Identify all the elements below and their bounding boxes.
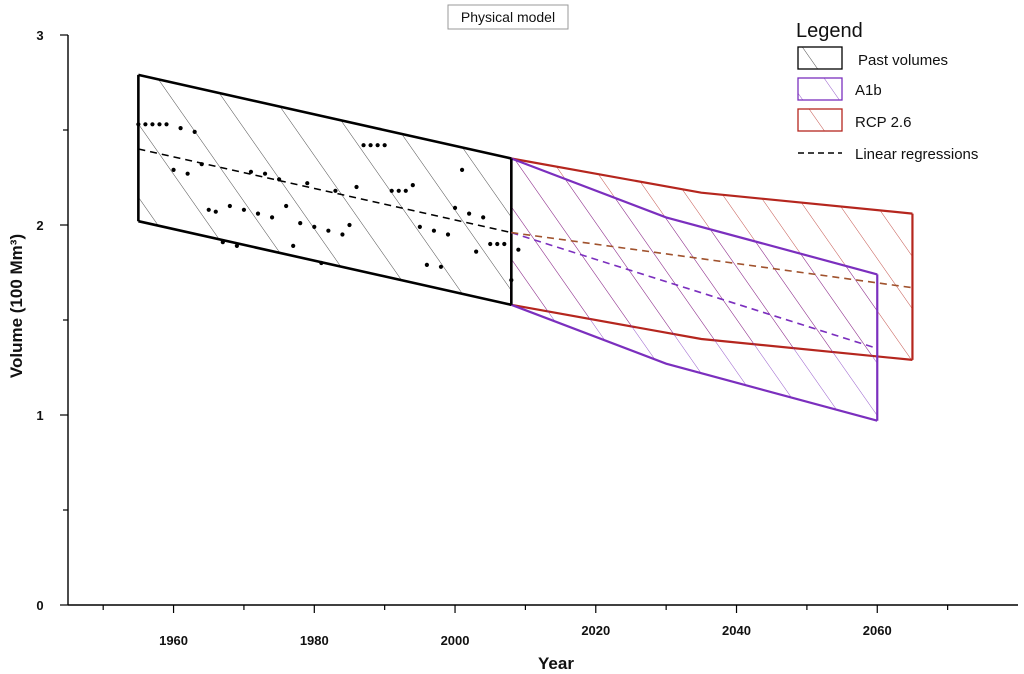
x-tick-label: 2060	[863, 623, 892, 638]
observation-point	[502, 241, 507, 247]
observation-point	[192, 129, 197, 134]
observation-point	[143, 122, 148, 127]
observation-point	[354, 184, 359, 190]
observation-point	[206, 207, 211, 212]
observation-point	[136, 122, 141, 127]
x-tick-label: 2000	[441, 633, 470, 648]
observation-point	[269, 215, 275, 220]
observation-point	[178, 126, 183, 131]
observation-point	[417, 224, 422, 229]
x-axis-title: Year	[538, 654, 574, 673]
band-upper-past-volumes	[138, 73, 512, 160]
legend-label-regression: Linear regressions	[855, 146, 978, 163]
band-fill-past-volumes	[138, 74, 512, 305]
observation-point	[277, 177, 282, 182]
observation-point	[234, 243, 239, 248]
observation-point	[220, 240, 225, 245]
observation-point	[361, 143, 366, 148]
observation-point	[248, 169, 254, 174]
regression-line-a1b	[511, 231, 878, 350]
legend-swatch-rcp	[797, 108, 843, 132]
regression-line-rcp-2-6	[511, 231, 913, 289]
observation-point	[474, 249, 479, 254]
observation-point	[164, 122, 169, 127]
observation-point	[340, 232, 345, 237]
legend: Legend Past volumes A1b RCP 2.6 Linear r…	[796, 20, 978, 163]
observation-point	[389, 188, 394, 193]
band-upper-a1b	[510, 157, 878, 276]
x-tick-label: 2020	[581, 623, 610, 638]
observation-point	[495, 241, 500, 247]
legend-label-a1b: A1b	[855, 82, 882, 99]
legend-title: Legend	[796, 20, 863, 42]
x-tick-label: 1960	[159, 633, 188, 648]
observation-point	[516, 247, 521, 252]
title-box	[447, 4, 569, 30]
observation-point	[262, 171, 268, 176]
observation-point	[375, 143, 380, 148]
observation-point	[213, 209, 218, 214]
observation-point	[424, 262, 429, 267]
observation-point	[438, 264, 444, 269]
observation-point	[488, 241, 493, 247]
observation-point	[368, 143, 373, 148]
observation-point	[481, 215, 486, 220]
observation-point	[326, 228, 331, 233]
observation-point	[312, 224, 317, 229]
legend-label-past: Past volumes	[858, 52, 948, 69]
observation-point	[452, 205, 458, 210]
observation-point	[199, 162, 204, 167]
observation-point	[298, 221, 303, 226]
observation-point	[382, 143, 387, 148]
observation-point	[410, 183, 415, 188]
y-axis-title: Volume (100 Mm³)	[7, 234, 26, 378]
y-tick-label: 2	[36, 218, 43, 233]
observation-point	[403, 188, 408, 193]
x-tick-label: 1980	[300, 633, 329, 648]
observation-point	[467, 211, 472, 216]
band-upper-rcp-2-6	[511, 157, 913, 215]
observation-point	[431, 228, 437, 233]
x-tick-label: 2040	[722, 623, 751, 638]
y-tick-label: 3	[36, 28, 43, 43]
observation-point	[255, 211, 261, 216]
observation-point	[305, 181, 310, 186]
observation-point	[445, 232, 451, 237]
y-tick-label: 1	[36, 408, 43, 423]
y-tick-label: 0	[36, 598, 43, 613]
observation-point	[284, 203, 289, 209]
observation-point	[459, 167, 465, 172]
observation-point	[241, 207, 247, 212]
observation-point	[291, 243, 296, 248]
observation-point	[150, 122, 155, 127]
observation-point	[509, 278, 514, 283]
observation-point	[396, 188, 401, 193]
observation-point	[333, 188, 338, 193]
observation-point	[157, 122, 162, 127]
band-lower-a1b	[510, 303, 878, 422]
legend-swatch-a1b	[797, 77, 843, 101]
observation-point	[319, 260, 324, 266]
observation-point	[185, 171, 190, 176]
legend-swatch-past	[797, 46, 843, 70]
observation-point	[347, 222, 352, 228]
band-fill-a1b	[511, 158, 878, 421]
band-lower-past-volumes	[138, 219, 512, 307]
chart-title: Physical model	[461, 9, 555, 25]
legend-label-rcp: RCP 2.6	[855, 114, 911, 131]
observation-point	[171, 167, 176, 172]
observation-point	[227, 203, 232, 209]
